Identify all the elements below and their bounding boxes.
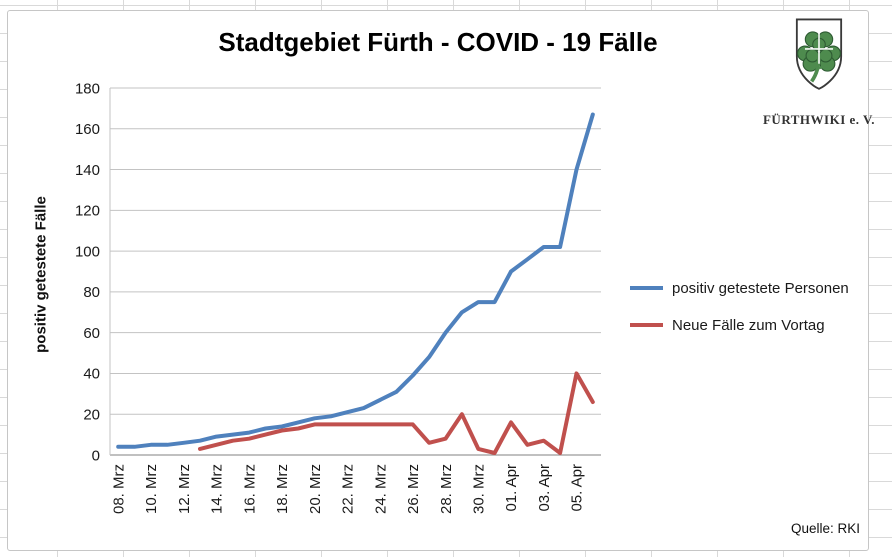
svg-text:05. Apr: 05. Apr <box>569 464 586 512</box>
svg-text:120: 120 <box>75 203 100 220</box>
plot-area: 0 20 40 60 80 100 120 140 160 180 08. Mrz 10. Mrz 12… <box>75 80 601 514</box>
svg-text:22. Mrz: 22. Mrz <box>340 464 357 514</box>
svg-text:10. Mrz: 10. Mrz <box>143 464 160 514</box>
svg-text:14. Mrz: 14. Mrz <box>209 464 226 514</box>
svg-text:24. Mrz: 24. Mrz <box>372 464 389 514</box>
svg-text:01. Apr: 01. Apr <box>503 464 520 512</box>
logo-text: FÜRTHWIKI e. V. <box>762 112 876 127</box>
legend-line-blue-icon <box>630 286 663 290</box>
chart-title: Stadtgebiet Fürth - COVID - 19 Fälle <box>218 27 658 57</box>
svg-text:180: 180 <box>75 80 100 97</box>
svg-text:160: 160 <box>75 121 100 138</box>
svg-text:03. Apr: 03. Apr <box>536 464 553 512</box>
chart-object[interactable]: Stadtgebiet Fürth - COVID - 19 Fälle pos… <box>7 10 875 551</box>
svg-text:0: 0 <box>92 447 100 464</box>
fuerthwiki-logo: FÜRTHWIKI e. V. <box>758 15 880 128</box>
svg-text:20: 20 <box>83 406 100 423</box>
svg-text:16. Mrz: 16. Mrz <box>241 464 258 514</box>
fuerth-coat-of-arms-icon <box>795 18 843 90</box>
legend-line-red-icon <box>630 323 663 327</box>
svg-text:140: 140 <box>75 162 100 179</box>
legend-item-positiv: positiv getestete Personen <box>630 279 849 297</box>
svg-text:40: 40 <box>83 366 100 383</box>
svg-text:100: 100 <box>75 243 100 260</box>
svg-text:18. Mrz: 18. Mrz <box>274 464 291 514</box>
legend-label-neue-faelle: Neue Fälle zum Vortag <box>672 316 825 334</box>
svg-text:26. Mrz: 26. Mrz <box>405 464 422 514</box>
svg-text:60: 60 <box>83 325 100 342</box>
svg-text:08. Mrz: 08. Mrz <box>110 464 127 514</box>
svg-text:30. Mrz: 30. Mrz <box>471 464 488 514</box>
svg-text:28. Mrz: 28. Mrz <box>438 464 455 514</box>
svg-text:12. Mrz: 12. Mrz <box>176 464 193 514</box>
source-caption: Quelle: RKI <box>790 521 860 536</box>
legend-label-positiv: positiv getestete Personen <box>672 279 849 297</box>
legend: positiv getestete Personen Neue Fälle zu… <box>630 279 849 353</box>
legend-item-neue-faelle: Neue Fälle zum Vortag <box>630 316 849 334</box>
svg-text:80: 80 <box>83 284 100 301</box>
svg-text:20. Mrz: 20. Mrz <box>307 464 324 514</box>
